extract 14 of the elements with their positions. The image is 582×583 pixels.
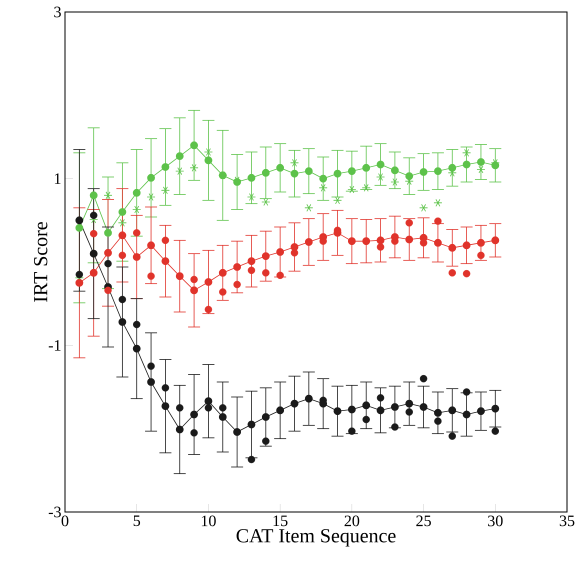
- x-tick-label: 0: [62, 516, 68, 526]
- x-tick-label: 5: [134, 516, 140, 526]
- y-axis-title: IRT Score: [34, 222, 48, 302]
- x-tick-label: 35: [560, 516, 574, 526]
- y-tick-label: 1: [54, 173, 61, 184]
- x-tick-label: 25: [416, 516, 431, 526]
- x-tick-label: 20: [344, 516, 360, 526]
- y-tick-label: -1: [48, 340, 61, 351]
- y-tick-label: 3: [54, 6, 61, 18]
- x-axis-title: CAT Item Sequence: [236, 529, 396, 547]
- y-tick-label: -3: [48, 506, 61, 518]
- x-tick-label: 10: [202, 516, 216, 526]
- x-tick-label: 15: [274, 516, 288, 526]
- x-tick-label: 30: [488, 516, 503, 526]
